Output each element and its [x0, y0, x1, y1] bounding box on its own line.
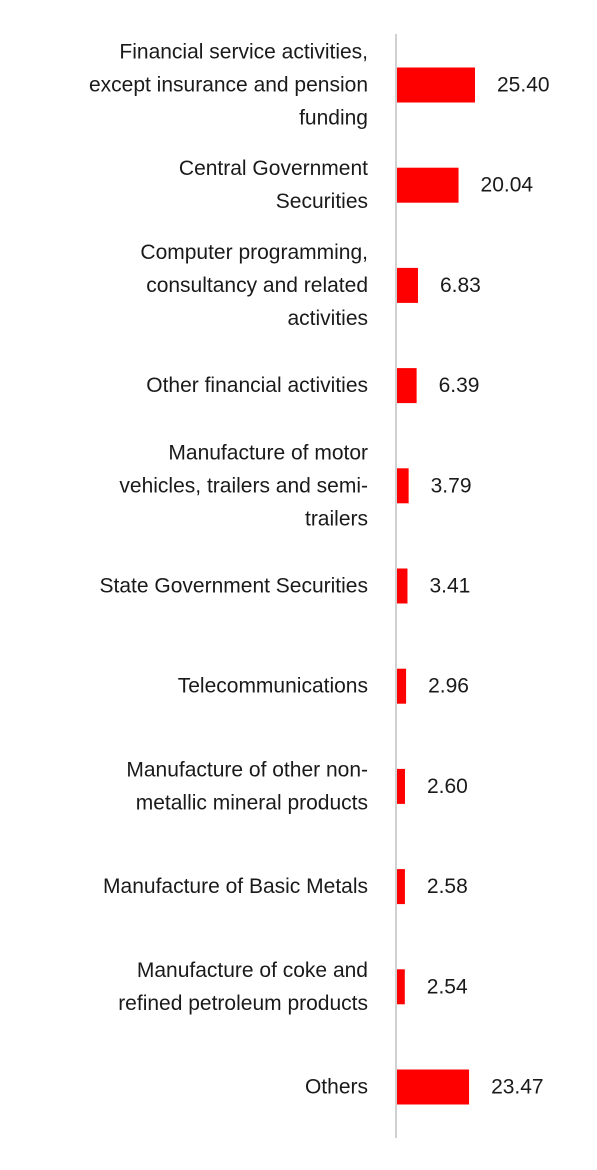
- bar: [397, 368, 417, 404]
- category-label: Manufacture of other non-metallic minera…: [126, 758, 368, 814]
- category-label-line: Central Government: [179, 157, 368, 180]
- data-label: 2.54: [427, 975, 468, 998]
- category-label-line: Financial service activities,: [119, 41, 368, 64]
- category-label: Other financial activities: [146, 374, 368, 397]
- category-label-line: Manufacture of coke and: [137, 959, 368, 982]
- data-label: 23.47: [491, 1076, 544, 1099]
- bar: [397, 768, 405, 804]
- bar: [397, 167, 459, 203]
- category-label: Manufacture of Basic Metals: [103, 875, 368, 898]
- category-label-line: trailers: [305, 507, 368, 530]
- data-label: 3.41: [429, 575, 470, 598]
- category-label-line: funding: [299, 107, 368, 130]
- data-label: 6.83: [440, 274, 481, 297]
- bar: [397, 468, 409, 504]
- category-label: Manufacture of motor vehicles, trailers a…: [119, 441, 368, 530]
- category-labels-group: Financial service activities, except insu…: [89, 41, 368, 1099]
- category-label: Financial service activities, except insu…: [89, 41, 368, 130]
- category-label-line: Other financial activities: [146, 374, 368, 397]
- value-labels-group: 25.40 20.04 6.83 6.39 3.79 3.41 2.96 2.60 2.58 2.…: [427, 74, 550, 1099]
- category-label-line: Others: [305, 1076, 368, 1099]
- category-label: Telecommunications: [178, 675, 368, 698]
- data-label: 2.60: [427, 775, 468, 798]
- category-label: State Government Securities: [100, 575, 368, 598]
- category-label-line: vehicles, trailers and semi-: [119, 474, 368, 497]
- category-label-line: Manufacture of Basic Metals: [103, 875, 368, 898]
- bar: [397, 267, 418, 303]
- bar: [397, 1069, 470, 1105]
- category-label-line: Securities: [276, 190, 368, 213]
- data-label: 25.40: [497, 74, 550, 97]
- category-label-line: Manufacture of motor: [168, 441, 368, 464]
- category-label: Others: [305, 1076, 368, 1099]
- category-label: Manufacture of coke and refined petroleum…: [118, 959, 368, 1015]
- category-label-line: Telecommunications: [178, 675, 368, 698]
- category-label-line: metallic mineral products: [136, 791, 368, 814]
- bars-group: [397, 67, 475, 1105]
- category-label: Central Government Securities: [179, 157, 368, 213]
- category-label-line: Manufacture of other non-: [126, 758, 368, 781]
- data-label: 2.58: [427, 875, 468, 898]
- data-label: 6.39: [439, 374, 480, 397]
- data-label: 20.04: [481, 174, 534, 197]
- category-label-line: except insurance and pension: [89, 74, 368, 97]
- data-label: 2.96: [428, 675, 469, 698]
- bar: [397, 668, 407, 704]
- bar: [397, 969, 405, 1005]
- data-label: 3.79: [431, 474, 472, 497]
- category-label-line: Computer programming,: [140, 241, 368, 264]
- category-label-line: activities: [287, 307, 368, 330]
- bar: [397, 67, 475, 103]
- bar: [397, 869, 405, 905]
- bar: [397, 568, 408, 604]
- category-label: Computer programming, consultancy and rel…: [140, 241, 368, 330]
- category-label-line: refined petroleum products: [118, 992, 368, 1015]
- category-label-line: consultancy and related: [146, 274, 368, 297]
- category-label-line: State Government Securities: [100, 575, 368, 598]
